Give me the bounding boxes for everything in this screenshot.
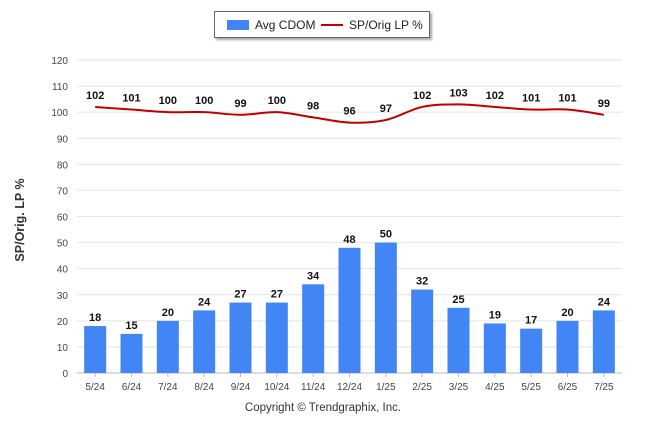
bar-data-label: 34 [307, 270, 320, 282]
y-tick-label: 100 [51, 108, 68, 119]
bar-data-label: 17 [525, 315, 537, 327]
bar [483, 323, 506, 373]
y-tick-label: 20 [57, 317, 69, 328]
line-data-label: 100 [159, 95, 177, 107]
bar-data-label: 20 [162, 307, 174, 319]
bar-data-label: 15 [125, 320, 137, 332]
bar [193, 310, 216, 373]
bar [338, 247, 361, 373]
legend-bar-swatch [227, 20, 249, 30]
bar-data-label: 48 [343, 234, 355, 246]
y-tick-label: 90 [57, 134, 69, 145]
bar [447, 307, 470, 373]
y-tick-label: 70 [57, 186, 69, 197]
x-tick-label: 6/25 [558, 382, 578, 393]
line-data-label: 99 [598, 98, 610, 110]
legend-label-avg-cdom: Avg CDOM [255, 18, 316, 32]
y-tick-label: 40 [57, 265, 69, 276]
series-line-sp-orig-lp [95, 103, 604, 124]
x-tick-label: 12/24 [337, 382, 362, 393]
bar-data-label: 19 [489, 309, 501, 321]
bar [156, 320, 179, 373]
y-tick-label: 0 [62, 369, 68, 380]
x-tick-label: 7/25 [594, 382, 614, 393]
bar [520, 328, 543, 373]
line-data-label: 102 [486, 90, 504, 102]
legend: Avg CDOM SP/Orig LP % [214, 11, 430, 38]
bar-data-label: 27 [271, 289, 283, 301]
bar [265, 302, 288, 373]
legend-item-sp-orig-lp[interactable]: SP/Orig LP % [321, 18, 423, 32]
legend-line-swatch [321, 24, 343, 26]
bar-data-label: 24 [198, 296, 211, 308]
line-data-label: 97 [380, 103, 392, 115]
bar-data-label: 27 [234, 289, 246, 301]
x-tick-label: 2/25 [412, 382, 432, 393]
bar-data-label: 24 [598, 296, 611, 308]
line-data-label: 98 [307, 100, 319, 112]
x-tick-label: 8/24 [194, 382, 214, 393]
y-tick-label: 50 [57, 239, 69, 250]
x-tick-label: 7/24 [158, 382, 178, 393]
legend-label-sp-orig-lp: SP/Orig LP % [349, 18, 423, 32]
line-data-label: 101 [522, 93, 540, 105]
x-tick-label: 5/24 [85, 382, 105, 393]
bar [592, 310, 615, 373]
y-tick-label: 60 [57, 213, 69, 224]
bar-data-label: 50 [380, 229, 392, 241]
line-data-label: 101 [558, 93, 576, 105]
bar-data-label: 32 [416, 276, 428, 288]
bar [556, 320, 579, 373]
copyright-text: Copyright © Trendgraphix, Inc. [244, 402, 402, 414]
line-data-label: 101 [122, 93, 140, 105]
line-data-label: 100 [268, 95, 286, 107]
bar-data-label: 25 [452, 294, 464, 306]
line-data-label: 96 [343, 106, 355, 118]
line-data-label: 103 [449, 87, 467, 99]
bar [411, 289, 434, 373]
line-data-label: 99 [234, 98, 246, 110]
bar [302, 284, 325, 373]
x-tick-label: 3/25 [449, 382, 469, 393]
x-tick-label: 4/25 [485, 382, 505, 393]
y-tick-label: 80 [57, 160, 69, 171]
y-tick-label: 10 [57, 343, 69, 354]
bar-data-label: 18 [89, 312, 101, 324]
x-tick-label: 6/24 [122, 382, 142, 393]
y-tick-label: 110 [52, 82, 68, 93]
bar [374, 242, 397, 373]
line-data-label: 102 [86, 90, 104, 102]
bar [229, 302, 252, 373]
y-tick-label: 30 [57, 291, 69, 302]
x-tick-label: 1/25 [376, 382, 396, 393]
bar-data-label: 20 [561, 307, 573, 319]
bar [120, 333, 143, 373]
x-tick-label: 10/24 [264, 382, 289, 393]
bar [84, 326, 107, 373]
legend-item-avg-cdom[interactable]: Avg CDOM [227, 18, 315, 32]
y-tick-label: 120 [51, 56, 68, 67]
line-data-label: 100 [195, 95, 213, 107]
line-data-label: 102 [413, 90, 431, 102]
x-tick-label: 11/24 [301, 382, 326, 393]
x-tick-label: 5/25 [521, 382, 541, 393]
x-tick-label: 9/24 [231, 382, 251, 393]
